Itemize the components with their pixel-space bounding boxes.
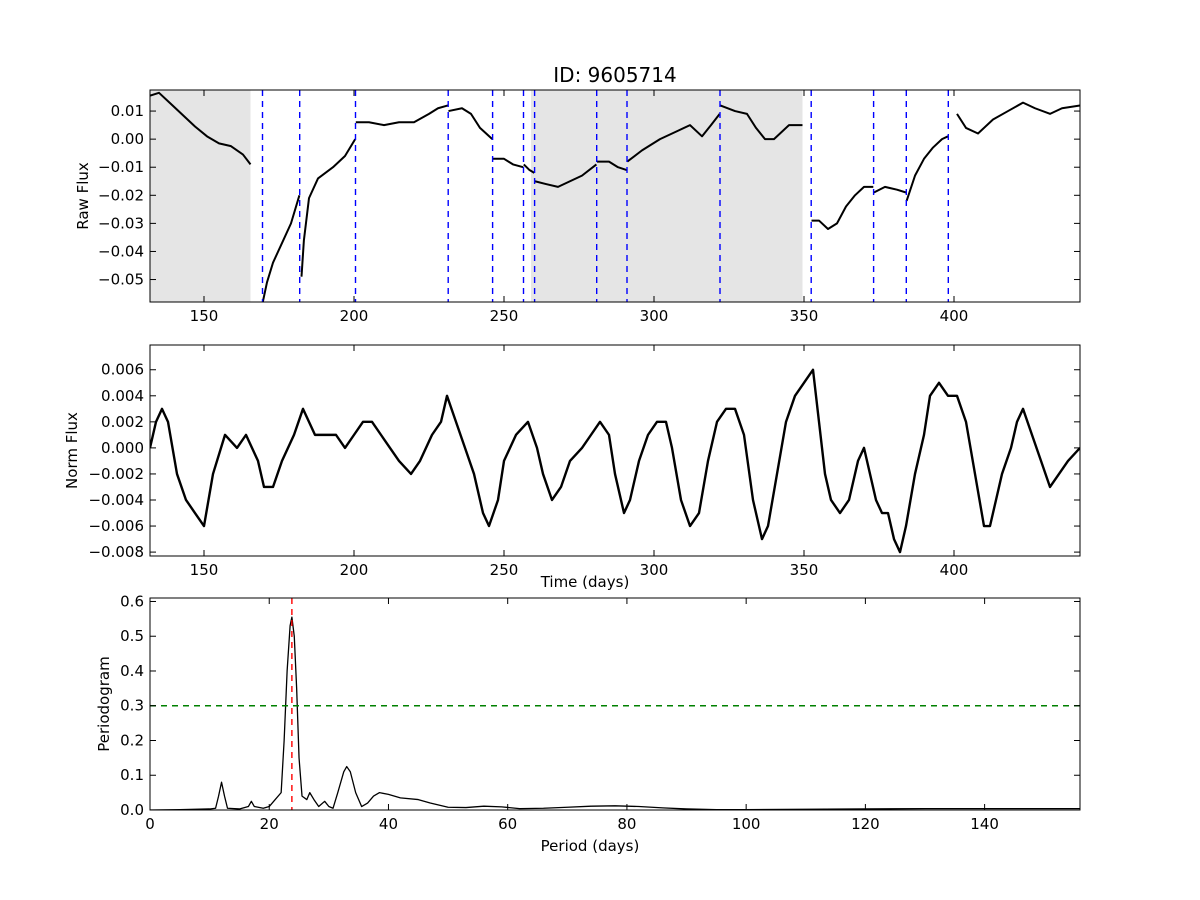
raw-xtick-label: 150 (190, 307, 219, 325)
raw-ytick-label: −0.02 (98, 186, 144, 204)
periodogram-ytick-label: 0.2 (120, 731, 144, 749)
periodogram-xtick-label: 80 (617, 815, 636, 833)
raw-series-line-1 (261, 195, 301, 302)
periodogram-xtick-label: 140 (970, 815, 999, 833)
norm-ylabel: Norm Flux (63, 412, 81, 489)
norm-ytick-label: 0.004 (101, 387, 144, 405)
periodogram-xlabel: Period (days) (541, 837, 640, 855)
raw-series-line-2 (300, 138, 357, 277)
raw-ytick-label: −0.04 (98, 242, 144, 260)
raw-series-line-11 (811, 185, 874, 230)
norm-series-line-0 (150, 368, 1080, 554)
raw-xtick-label: 300 (640, 307, 669, 325)
norm-ytick-label: 0.006 (101, 361, 144, 379)
periodogram-ytick-label: 0.3 (120, 697, 144, 715)
norm-xlabel: Time (days) (540, 573, 630, 591)
raw-series-line-12 (873, 185, 907, 194)
norm-ytick-label: 0.002 (101, 413, 144, 431)
raw-shaded-region-0 (150, 90, 251, 302)
periodogram-ytick-label: 0.6 (120, 592, 144, 610)
raw-xtick-label: 350 (790, 307, 819, 325)
norm-ytick-label: −0.004 (88, 491, 144, 509)
raw-series-line-3 (355, 104, 449, 127)
raw-ytick-label: −0.05 (98, 271, 144, 289)
periodogram-panel: 0 20 40 60 80 100 120 140 0.0 0.1 0.2 0.3 0.4 0.5 0.6 P… (95, 592, 1081, 855)
periodogram-ytick-label: 0.5 (120, 627, 144, 645)
raw-xtick-label: 250 (490, 307, 519, 325)
raw-ytick-label: 0.00 (111, 130, 144, 148)
periodogram-xtick-label: 40 (379, 815, 398, 833)
norm-ytick-label: −0.002 (88, 465, 144, 483)
raw-series-line-4 (448, 107, 493, 140)
periodogram-xtick-label: 100 (732, 815, 761, 833)
raw-series-line-0 (150, 91, 252, 166)
raw-shaded-region-1 (531, 90, 803, 302)
raw-xtick-label: 200 (340, 307, 369, 325)
norm-axes-frame (149, 344, 1081, 557)
raw-series-line-7 (534, 163, 598, 188)
periodogram-ylabel: Periodogram (95, 656, 113, 751)
raw-series-line-9 (626, 113, 721, 163)
norm-xtick-label: 350 (790, 561, 819, 579)
periodogram-xtick-label: 120 (851, 815, 880, 833)
raw-series-line-14 (956, 101, 1080, 135)
norm-ytick-label: −0.008 (88, 543, 144, 561)
raw-ytick-label: 0.01 (111, 102, 144, 120)
raw-series-line-5 (492, 157, 524, 169)
periodogram-xtick-label: 20 (260, 815, 279, 833)
raw-axes-frame (149, 89, 1081, 303)
raw-xtick-label: 400 (940, 307, 969, 325)
periodogram-xtick-label: 60 (498, 815, 517, 833)
norm-ytick-label: −0.006 (88, 517, 144, 535)
norm-ytick-label: 0.000 (101, 439, 144, 457)
norm-plot-area (150, 368, 1080, 554)
raw-ytick-label: −0.01 (98, 158, 144, 176)
periodogram-ytick-label: 0.4 (120, 662, 144, 680)
raw-series-line-13 (905, 135, 949, 202)
norm-xtick-label: 400 (940, 561, 969, 579)
norm-xtick-label: 250 (490, 561, 519, 579)
periodogram-ytick-label: 0.1 (120, 766, 144, 784)
raw-series-line-6 (523, 163, 535, 174)
raw-ytick-label: −0.03 (98, 214, 144, 232)
periodogram-ytick-label: 0.0 (120, 801, 144, 819)
raw-ylabel: Raw Flux (74, 162, 92, 230)
periodogram-series-line-0 (150, 616, 1080, 810)
periodogram-axes-frame (149, 597, 1081, 811)
norm-xtick-label: 300 (640, 561, 669, 579)
raw-flux-panel: 150 200 250 300 350 400 0.01 0.00 −0.01 −0.02 −0.0… (74, 89, 1081, 325)
raw-plot-area (150, 90, 1080, 302)
periodogram-plot-area (150, 598, 1080, 810)
norm-flux-panel: 150 200 250 300 350 400 0.006 0.004 0.002 0.000 −0… (63, 344, 1081, 591)
periodogram-xtick-label: 0 (145, 815, 155, 833)
norm-xtick-label: 150 (190, 561, 219, 579)
norm-xtick-label: 200 (340, 561, 369, 579)
raw-series-line-10 (719, 104, 803, 141)
figure-title: ID: 9605714 (553, 63, 676, 87)
raw-series-line-8 (597, 160, 628, 171)
